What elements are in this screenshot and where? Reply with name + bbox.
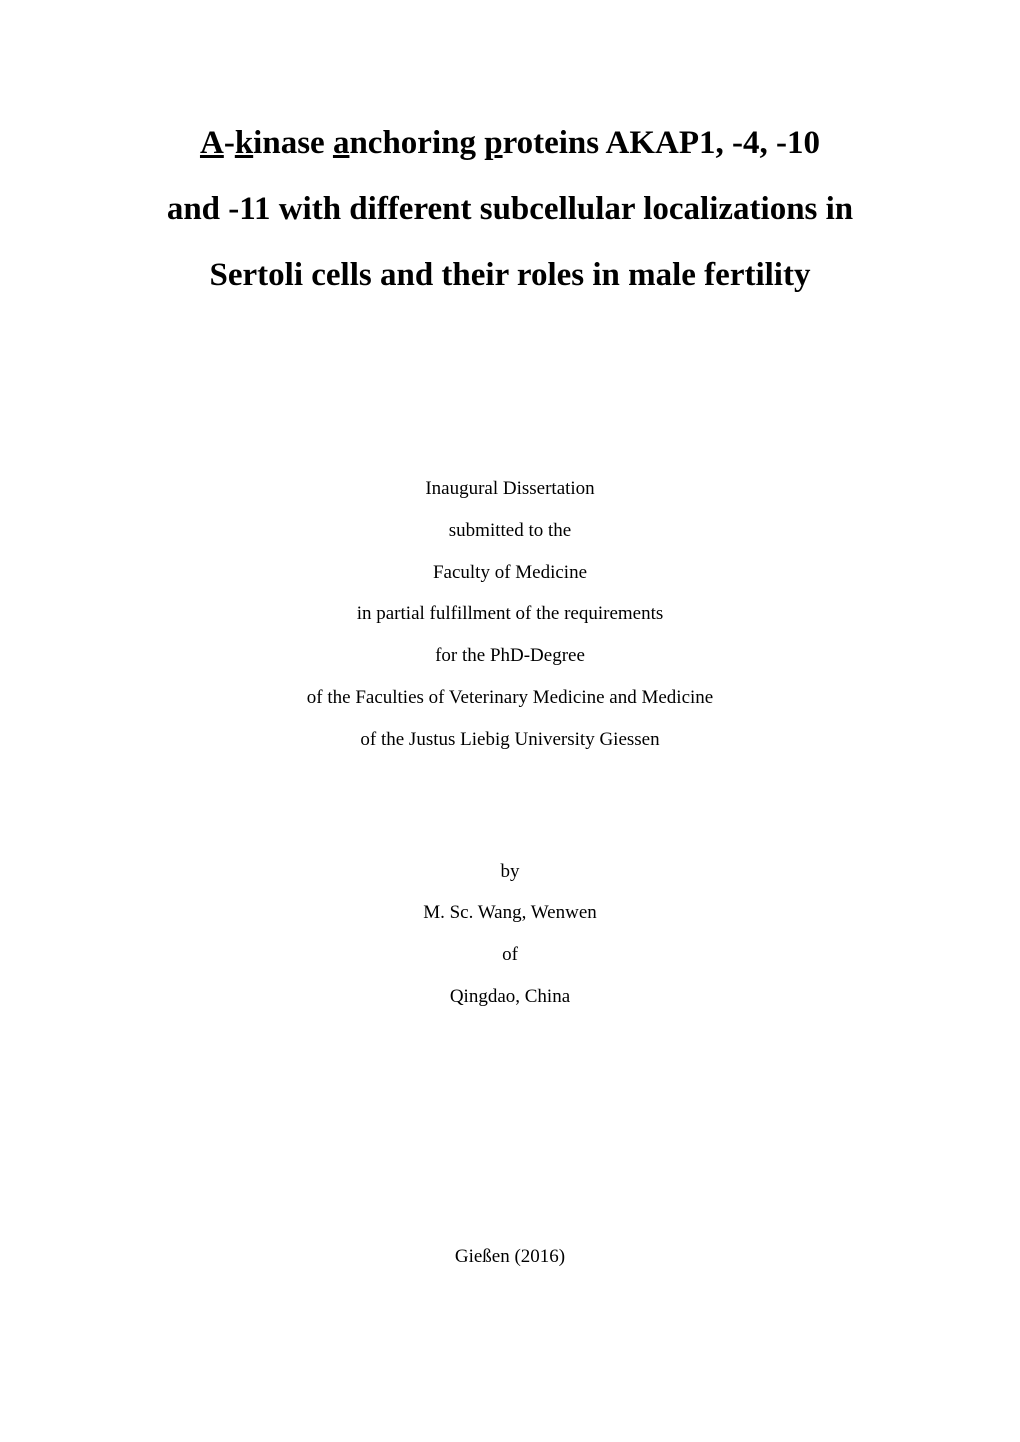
submission-block: Inaugural Dissertation submitted to the …	[110, 468, 910, 761]
footer-block: Gießen (2016)	[110, 1238, 910, 1276]
submission-line: in partial fulfillment of the requiremen…	[110, 593, 910, 635]
title-line-3: Sertoli cells and their roles in male fe…	[110, 242, 910, 308]
submission-line: of the Justus Liebig University Giessen	[110, 719, 910, 761]
title-line-2: and -11 with different subcellular local…	[110, 176, 910, 242]
place-year: Gießen (2016)	[110, 1238, 910, 1276]
submission-line: for the PhD-Degree	[110, 635, 910, 677]
author-name: M. Sc. Wang, Wenwen	[110, 892, 910, 934]
submission-line: of the Faculties of Veterinary Medicine …	[110, 677, 910, 719]
page: A-kinase anchoring proteins AKAP1, -4, -…	[0, 0, 1020, 1442]
submission-line: Inaugural Dissertation	[110, 468, 910, 510]
author-location: Qingdao, China	[110, 976, 910, 1018]
author-of: of	[110, 934, 910, 976]
title-line-1: A-kinase anchoring proteins AKAP1, -4, -…	[110, 110, 910, 176]
submission-line: Faculty of Medicine	[110, 552, 910, 594]
submission-line: submitted to the	[110, 510, 910, 552]
author-by: by	[110, 851, 910, 893]
author-block: by M. Sc. Wang, Wenwen of Qingdao, China	[110, 851, 910, 1018]
title-block: A-kinase anchoring proteins AKAP1, -4, -…	[110, 110, 910, 308]
